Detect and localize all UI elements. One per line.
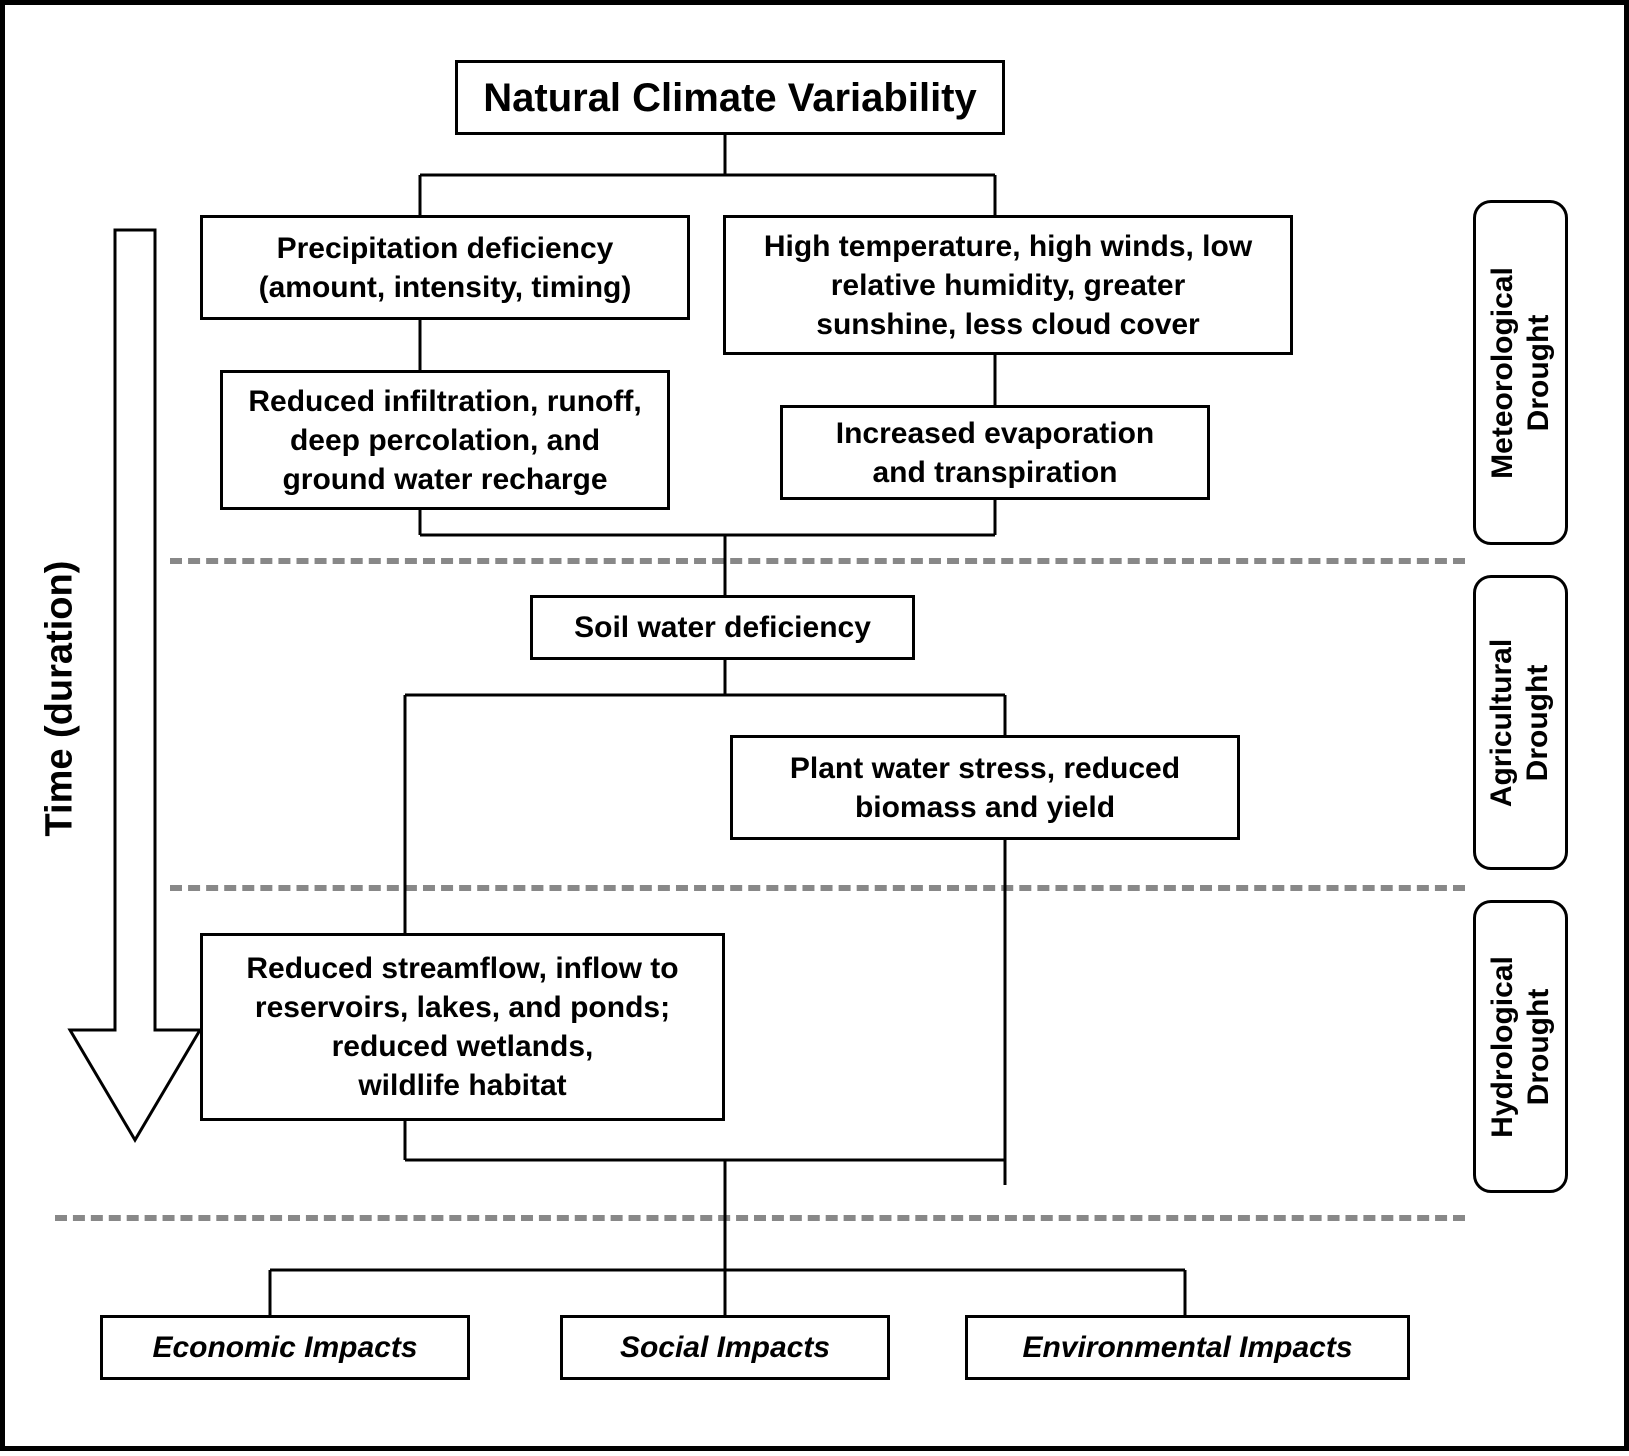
side-meteorological-text: MeteorologicalDrought	[1485, 267, 1557, 479]
side-hydrological: HydrologicalDrought	[1473, 900, 1568, 1193]
node-plant-stress: Plant water stress, reducedbiomass and y…	[730, 735, 1240, 840]
node-hightemp-text: High temperature, high winds, lowrelativ…	[764, 227, 1252, 344]
title-text: Natural Climate Variability	[483, 72, 977, 124]
divider-3	[55, 1215, 1465, 1221]
node-reduced-stream-text: Reduced streamflow, inflow toreservoirs,…	[246, 949, 678, 1105]
node-soil-water-text: Soil water deficiency	[574, 608, 871, 647]
impact-economic-text: Economic Impacts	[152, 1328, 417, 1367]
node-soil-water: Soil water deficiency	[530, 595, 915, 660]
impact-environmental: Environmental Impacts	[965, 1315, 1410, 1380]
time-axis-text: Time (duration)	[39, 561, 81, 837]
side-hydrological-text: HydrologicalDrought	[1485, 956, 1557, 1138]
node-increased-evap: Increased evaporationand transpiration	[780, 405, 1210, 500]
time-axis-label: Time (duration)	[39, 537, 82, 837]
diagram-frame: Natural Climate Variability Precipitatio…	[0, 0, 1629, 1451]
node-increased-evap-text: Increased evaporationand transpiration	[836, 414, 1154, 492]
impact-economic: Economic Impacts	[100, 1315, 470, 1380]
node-reduced-infil: Reduced infiltration, runoff,deep percol…	[220, 370, 670, 510]
node-reduced-stream: Reduced streamflow, inflow toreservoirs,…	[200, 933, 725, 1121]
node-precip: Precipitation deficiency(amount, intensi…	[200, 215, 690, 320]
impact-social-text: Social Impacts	[620, 1328, 830, 1367]
node-hightemp: High temperature, high winds, lowrelativ…	[723, 215, 1293, 355]
node-precip-text: Precipitation deficiency(amount, intensi…	[259, 229, 632, 307]
side-meteorological: MeteorologicalDrought	[1473, 200, 1568, 545]
impact-social: Social Impacts	[560, 1315, 890, 1380]
title-box: Natural Climate Variability	[455, 60, 1005, 135]
node-reduced-infil-text: Reduced infiltration, runoff,deep percol…	[248, 382, 641, 499]
impact-environmental-text: Environmental Impacts	[1022, 1328, 1352, 1367]
side-agricultural: AgriculturalDrought	[1473, 575, 1568, 870]
side-agricultural-text: AgriculturalDrought	[1485, 638, 1557, 806]
divider-2	[170, 885, 1465, 891]
node-plant-stress-text: Plant water stress, reducedbiomass and y…	[790, 749, 1180, 827]
divider-1	[170, 558, 1465, 564]
